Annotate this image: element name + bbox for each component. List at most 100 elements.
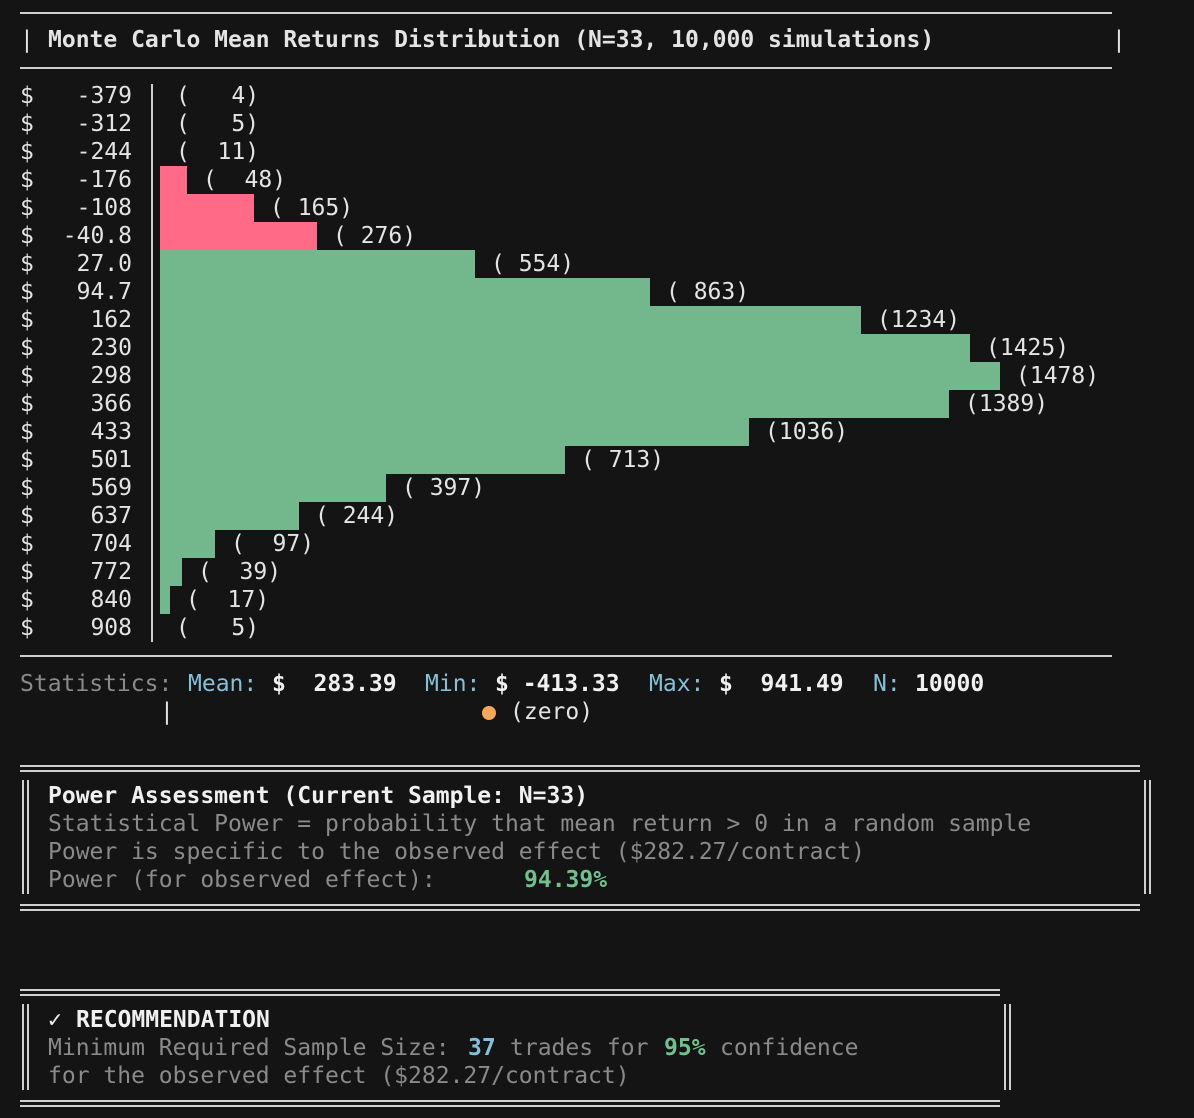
bin-currency-symbol: $ <box>20 531 34 557</box>
bin-tick-label: 501 <box>90 447 132 473</box>
bin-count-label: ( 4) <box>176 83 259 109</box>
histogram-bar <box>160 334 970 362</box>
histogram-bar <box>160 166 187 194</box>
recommendation-right-border <box>1004 1004 1011 1090</box>
bin-tick-label: -108 <box>77 195 132 221</box>
bin-currency-symbol: $ <box>20 475 34 501</box>
bin-tick-label: 433 <box>90 419 132 445</box>
bin-currency-symbol: $ <box>20 587 34 613</box>
statistics-label: Statistics: <box>20 671 173 697</box>
confidence-value: 95% <box>664 1035 706 1061</box>
power-line-3-label: Power (for observed effect): <box>48 867 436 893</box>
histogram-bar <box>160 586 170 614</box>
chart-title: Monte Carlo Mean Returns Distribution (N… <box>48 27 935 53</box>
mean-label: Mean: <box>188 671 258 697</box>
check-icon: ✓ <box>48 1007 62 1033</box>
histogram-bar <box>160 418 749 446</box>
bin-currency-symbol: $ <box>20 419 34 445</box>
header-bottom-border <box>20 67 1112 69</box>
bin-count-label: (1036) <box>765 419 848 445</box>
bin-count-label: ( 244) <box>315 503 398 529</box>
bin-tick-label: -176 <box>77 167 132 193</box>
power-left-border <box>22 780 29 894</box>
bin-currency-symbol: $ <box>20 503 34 529</box>
max-value: $ 941.49 <box>719 671 844 697</box>
recommendation-line-2: for the observed effect ($282.27/contrac… <box>48 1063 630 1089</box>
bin-count-label: ( 11) <box>176 139 259 165</box>
histogram-bar <box>160 222 317 250</box>
bin-count-label: ( 5) <box>176 615 259 641</box>
bin-count-label: (1234) <box>877 307 960 333</box>
bin-tick-label: 366 <box>90 391 132 417</box>
bin-currency-symbol: $ <box>20 335 34 361</box>
histogram-bar <box>160 474 386 502</box>
required-trades-value: 37 <box>468 1035 496 1061</box>
mean-marker-label: (zero) <box>510 699 594 725</box>
bin-tick-label: 637 <box>90 503 132 529</box>
power-top-border <box>20 765 1140 772</box>
recommendation-line-1-suffix: confidence <box>720 1035 859 1061</box>
bin-currency-symbol: $ <box>20 447 34 473</box>
bin-currency-symbol: $ <box>20 223 34 249</box>
bin-currency-symbol: $ <box>20 279 34 305</box>
header-top-border <box>20 12 1112 14</box>
bin-tick-label: 27.0 <box>77 251 132 277</box>
bin-count-label: ( 97) <box>231 531 314 557</box>
bin-count-label: ( 397) <box>402 475 485 501</box>
stats-top-border <box>20 655 1112 657</box>
histogram-bar <box>160 502 299 530</box>
mean-marker-dot-icon <box>482 706 496 720</box>
min-label: Min: <box>425 671 481 697</box>
bin-currency-symbol: $ <box>20 363 34 389</box>
bin-currency-symbol: $ <box>20 251 34 277</box>
bin-tick-label: 94.7 <box>77 279 132 305</box>
recommendation-line-1-prefix: Minimum Required Sample Size: <box>48 1035 450 1061</box>
bin-count-label: ( 713) <box>581 447 664 473</box>
bin-count-label: (1425) <box>986 335 1069 361</box>
header-right-bar: | <box>1112 27 1126 53</box>
recommendation-line-1-mid: trades for <box>510 1035 649 1061</box>
bin-count-label: ( 276) <box>333 223 416 249</box>
power-bottom-border <box>20 904 1140 911</box>
bin-currency-symbol: $ <box>20 307 34 333</box>
bin-count-label: ( 863) <box>666 279 749 305</box>
histogram-bar <box>160 530 215 558</box>
bin-tick-label: 569 <box>90 475 132 501</box>
bin-tick-label: -244 <box>77 139 132 165</box>
histogram-chart: $ -379 ( 4) $ -312 ( 5) $ -244 ( 11) $ -176 ( 48) $ -… <box>20 83 1099 642</box>
histogram-bar <box>160 278 650 306</box>
recommendation-title: RECOMMENDATION <box>76 1007 270 1033</box>
bin-tick-label: 908 <box>90 615 132 641</box>
histogram-bar <box>160 306 861 334</box>
power-line-1: Statistical Power = probability that mea… <box>48 811 1032 837</box>
recommendation-left-border <box>22 1004 29 1090</box>
bin-tick-label: 162 <box>90 307 132 333</box>
histogram-bar <box>160 362 1000 390</box>
bin-tick-label: -379 <box>77 83 132 109</box>
bin-tick-label: -40.8 <box>63 223 132 249</box>
histogram-bar <box>160 446 565 474</box>
header-left-bar: | <box>20 27 34 53</box>
bin-count-label: ( 165) <box>270 195 353 221</box>
bin-currency-symbol: $ <box>20 391 34 417</box>
bin-currency-symbol: $ <box>20 615 34 641</box>
bin-tick-label: -312 <box>77 111 132 137</box>
histogram-bar <box>160 558 182 586</box>
max-label: Max: <box>649 671 705 697</box>
recommendation-bottom-border <box>20 1100 1000 1107</box>
bin-currency-symbol: $ <box>20 111 34 137</box>
bin-currency-symbol: $ <box>20 195 34 221</box>
bin-count-label: (1478) <box>1016 363 1099 389</box>
bin-tick-label: 772 <box>90 559 132 585</box>
bin-count-label: ( 554) <box>491 251 574 277</box>
bin-currency-symbol: $ <box>20 139 34 165</box>
bin-tick-label: 840 <box>90 587 132 613</box>
power-line-2: Power is specific to the observed effect… <box>48 839 865 865</box>
bin-count-label: (1389) <box>965 391 1048 417</box>
zero-marker: | <box>160 699 174 725</box>
bin-count-label: ( 17) <box>186 587 269 613</box>
n-label: N: <box>873 671 901 697</box>
histogram-bar <box>160 390 949 418</box>
bin-currency-symbol: $ <box>20 83 34 109</box>
recommendation-top-border <box>20 989 1000 996</box>
